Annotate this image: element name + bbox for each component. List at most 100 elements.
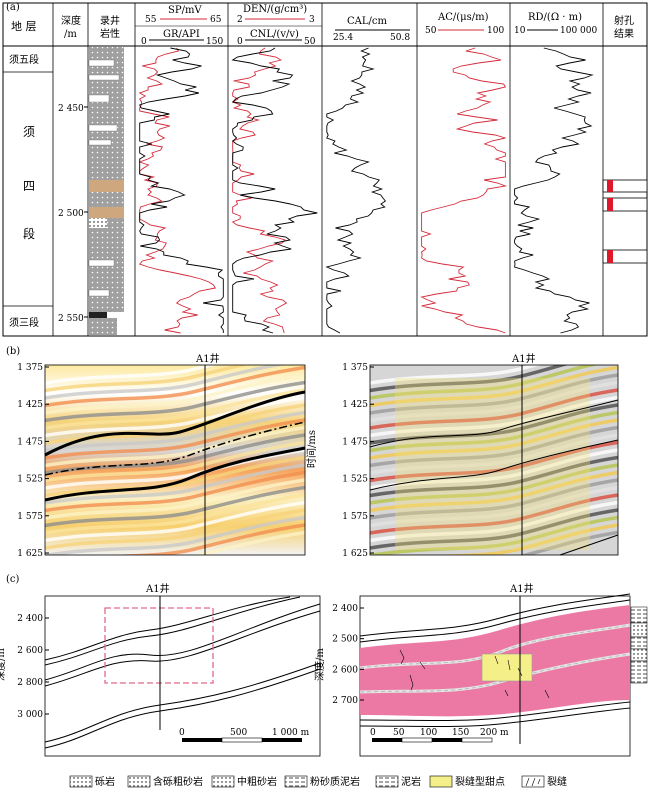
time-tick: 1 475	[342, 437, 368, 447]
well-label-b2: A1井	[511, 352, 536, 365]
gr-min: 0	[141, 37, 147, 47]
lithology-column	[88, 47, 124, 335]
den-min: 2	[237, 15, 243, 25]
log-curves	[138, 47, 594, 334]
sp-min: 55	[145, 15, 157, 25]
header-lith-1: 录井	[100, 14, 120, 27]
legend-label: 泥岩	[401, 775, 421, 788]
time-tick: 1 475	[17, 437, 43, 447]
header-rd: RD/(Ω · m)	[528, 12, 582, 23]
perf-mark	[607, 250, 613, 263]
scale-left-0: 0	[179, 728, 185, 738]
strata-xu5: 须五段	[9, 53, 39, 66]
perforation-marks	[602, 179, 648, 264]
legend-label: 粉砂质泥岩	[310, 775, 360, 788]
sp-curve	[138, 47, 217, 334]
depth-tick: 2 400	[332, 604, 358, 614]
depth-tick: 3 000	[17, 710, 43, 720]
den-curve	[231, 47, 288, 334]
sp-max: 65	[210, 15, 222, 25]
header-perf-2: 结果	[614, 27, 634, 40]
well-label-c1: A1井	[145, 582, 170, 595]
ac-min: 50	[425, 26, 437, 36]
zoom-box	[104, 607, 214, 684]
depth-tick: 2 800	[17, 678, 43, 688]
ylabel-b-right: 时间/ms	[305, 430, 318, 468]
section-left: A1井 深度/m 2 400 2 600 2 800 3 000 0 500 1 00…	[0, 582, 321, 757]
time-tick: 1 575	[17, 512, 43, 522]
cnl-max: 50	[304, 37, 316, 47]
legend: 砾岩 含砾粗砂岩 中粗砂岩 粉砂质泥岩 泥岩 裂缝型甜点 裂缝	[69, 775, 567, 788]
panel-a: (a) 地 层 深度 /m 录井 岩性 SP/mV 55 65 GR/API 0…	[2, 2, 648, 337]
well-label-c2: A1井	[509, 582, 534, 595]
depth-tick: 2 600	[17, 646, 43, 656]
time-tick: 1 625	[17, 549, 43, 559]
seismic-right: A1井 时间/ms 1 375 1 425 1 475 1 525 1 575 1 625	[305, 352, 619, 559]
sweet-spot	[481, 653, 533, 682]
header-cnl: CNL/(v/v)	[250, 29, 299, 40]
legend-label: 含砾粗砂岩	[153, 775, 203, 788]
scale-left-1: 500	[230, 728, 247, 738]
depth-axis: 2 450 2 500 2 550	[58, 104, 88, 324]
scale-bar-right: 0 50 100 150 200 m	[370, 728, 509, 743]
time-tick: 1 575	[342, 512, 368, 522]
time-tick: 1 425	[342, 400, 368, 410]
depth-tick: 2 500	[332, 635, 358, 645]
header-lith-2: 岩性	[100, 27, 120, 40]
scale-right-2: 100	[420, 728, 437, 738]
time-tick: 1 625	[342, 549, 368, 559]
ac-max: 100	[487, 26, 504, 36]
panel-a-label: (a)	[6, 2, 20, 13]
scale-right-1: 50	[393, 728, 405, 738]
rd-curve	[514, 47, 594, 334]
header-ac: AC/(μs/m)	[437, 12, 489, 23]
legend-label: 中粗砂岩	[237, 775, 277, 788]
rd-min: 10	[514, 26, 526, 36]
header-depth-unit: /m	[64, 29, 77, 40]
fractures	[399, 649, 550, 699]
legend-label: 砾岩	[95, 775, 115, 788]
time-tick: 1 375	[342, 363, 368, 373]
well-label-b1: A1井	[195, 352, 220, 365]
cal-max: 50.8	[390, 33, 410, 43]
header-den: DEN/(g/cm³)	[243, 4, 307, 15]
scale-right-0: 0	[370, 728, 376, 738]
panel-b-label: (b)	[6, 346, 20, 357]
header-depth: 深度	[61, 14, 81, 27]
strata-xu3: 须三段	[9, 316, 39, 329]
header-gr: GR/API	[163, 29, 200, 40]
depth-tick: 2 400	[17, 614, 43, 624]
header-strata: 地 层	[11, 20, 37, 33]
den-max: 3	[309, 15, 315, 25]
cal-min: 25.4	[333, 33, 353, 43]
scale-left-2: 1 000 m	[272, 728, 310, 738]
depth-tick: 2 450	[58, 104, 84, 114]
depth-tick: 2 500	[58, 209, 84, 219]
scale-bar-left: 0 500 1 000 m	[179, 728, 310, 743]
ylabel-c-right: 深度/m	[313, 648, 326, 681]
rd-max: 100 000	[560, 26, 597, 36]
header-perf-1: 射孔	[614, 15, 634, 27]
depth-tick: 2 700	[332, 696, 358, 706]
gr-max: 150	[206, 37, 223, 47]
legend-label: 裂缝型甜点	[455, 775, 505, 788]
strata-xu: 须	[23, 125, 35, 139]
time-tick: 1 425	[17, 400, 43, 410]
strata-si: 四	[23, 179, 35, 193]
time-tick: 1 375	[17, 363, 43, 373]
cnl-curve	[231, 47, 318, 334]
ylabel-c-left: 深度/m	[0, 648, 7, 681]
section-right: A1井 深度/m	[313, 582, 648, 757]
panel-c-label: (c)	[6, 574, 20, 585]
strata-duan: 段	[23, 226, 35, 241]
side-strat-column	[630, 606, 648, 684]
time-tick: 1 525	[17, 475, 43, 485]
perf-mark	[607, 198, 613, 211]
time-tick: 1 525	[342, 475, 368, 485]
cnl-min: 0	[237, 37, 243, 47]
panel-b: (b) A1井 时间/ms 1 375 1 425 1 475 1 525 1 575 1…	[6, 346, 619, 559]
scale-right-4: 200 m	[480, 728, 509, 738]
